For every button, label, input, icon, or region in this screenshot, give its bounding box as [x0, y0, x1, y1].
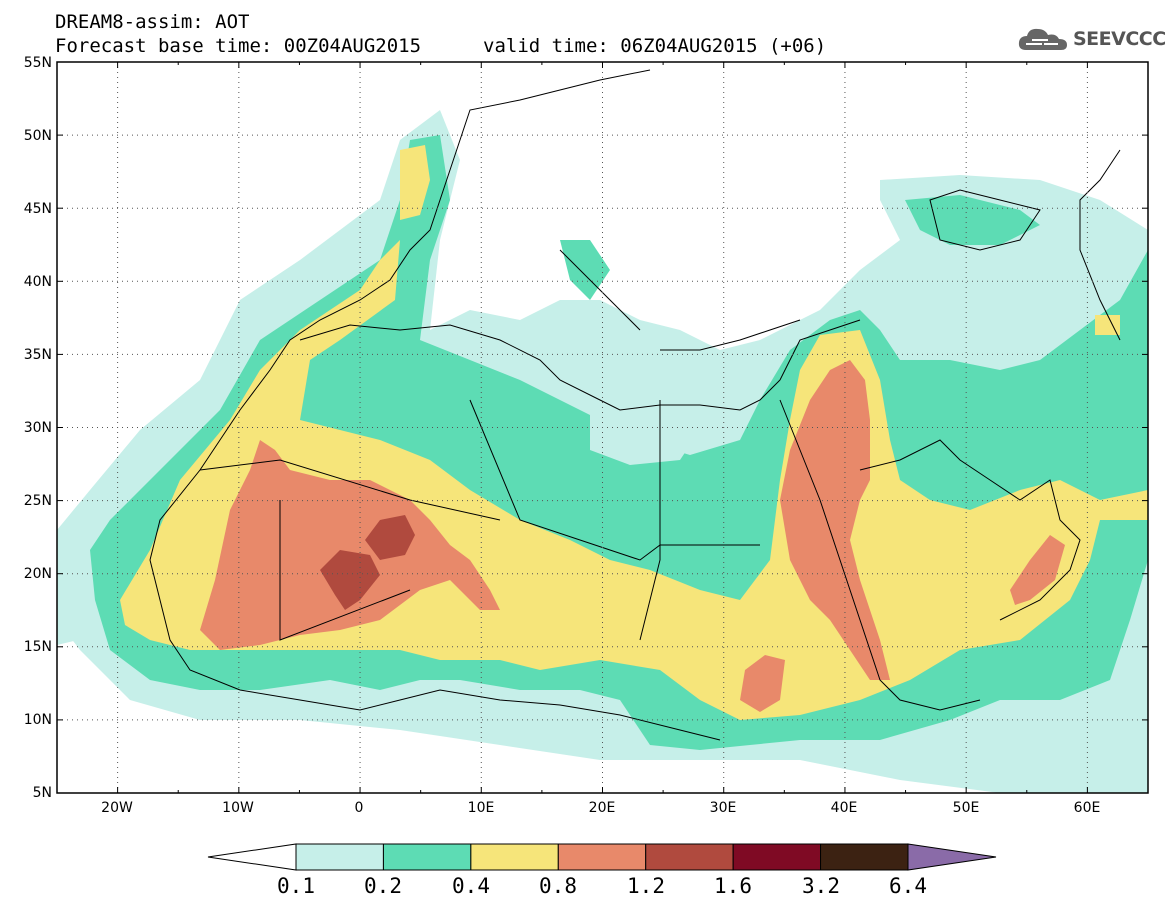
lat-label: 5N	[33, 785, 52, 801]
colorbar-label: 1.6	[714, 874, 752, 898]
forecast-base-time: Forecast base time: 00Z04AUG2015	[55, 35, 422, 57]
title-line-1: DREAM8-assim: AOT	[55, 11, 250, 33]
aot-band-0.8	[200, 440, 500, 650]
colorbar-low-arrow	[207, 843, 297, 871]
colorbar-swatch	[557, 843, 647, 871]
lat-label: 20N	[24, 566, 52, 582]
colorbar-label: 0.8	[539, 874, 577, 898]
lat-label: 55N	[24, 55, 52, 71]
lon-labels: 20W 10W 0 10E 20E 30E 40E 50E 60E	[101, 800, 1100, 816]
lon-label: 40E	[831, 800, 858, 816]
colorbar-label: 0.2	[364, 874, 402, 898]
coastlines	[149, 69, 1121, 741]
lon-label: 20W	[101, 800, 133, 816]
colorbar-label: 1.2	[627, 874, 665, 898]
lat-label: 35N	[24, 347, 52, 363]
lat-label: 10N	[24, 712, 52, 728]
lat-label: 45N	[24, 201, 52, 217]
lat-label: 40N	[24, 274, 52, 290]
seevccc-logo: SEEVCCC	[1018, 26, 1165, 54]
lon-label: 30E	[710, 800, 737, 816]
lat-labels: 55N 50N 45N 40N 35N 30N 25N 20N 15N 10N …	[24, 55, 52, 801]
lon-label: 10E	[468, 800, 495, 816]
logo-text: SEEVCCC	[1073, 28, 1165, 50]
colorbar-high-arrow	[907, 843, 997, 871]
axis-ticks	[56, 61, 1149, 794]
graticule	[57, 62, 1148, 793]
cloud-icon	[1018, 28, 1067, 50]
lat-label: 50N	[24, 128, 52, 144]
aot-band-1.2	[320, 550, 380, 610]
lon-label: 0	[355, 800, 364, 816]
lat-label: 15N	[24, 639, 52, 655]
valid-time: valid time: 06Z04AUG2015 (+06)	[483, 35, 827, 57]
colorbar-swatch	[645, 843, 734, 871]
colorbar-label: 0.1	[277, 874, 315, 898]
lon-label: 50E	[953, 800, 980, 816]
lat-label: 30N	[24, 420, 52, 436]
colorbar-label: 3.2	[802, 874, 840, 898]
colorbar: 0.1 0.2 0.4 0.8 1.2 1.6 3.2 6.4	[207, 843, 997, 898]
colorbar-swatch	[470, 843, 559, 871]
lon-label: 10W	[222, 800, 254, 816]
colorbar-label: 0.4	[452, 874, 490, 898]
colorbar-swatch	[820, 843, 909, 871]
lon-label: 20E	[589, 800, 616, 816]
lon-label: 60E	[1074, 800, 1101, 816]
colorbar-swatch	[295, 843, 384, 871]
colorbar-swatch	[732, 843, 822, 871]
colorbar-swatch	[382, 843, 472, 871]
lat-label: 25N	[24, 493, 52, 509]
colorbar-label: 6.4	[889, 874, 927, 898]
